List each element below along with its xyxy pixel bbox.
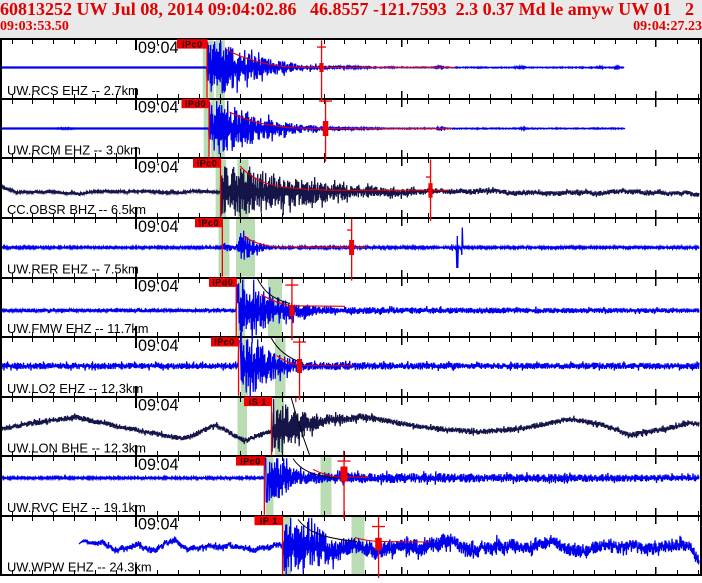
svg-text:UW.LO2 EHZ -- 12.3km: UW.LO2 EHZ -- 12.3km bbox=[7, 381, 143, 396]
svg-text:09:04: 09:04 bbox=[138, 516, 179, 534]
svg-text:09:04: 09:04 bbox=[138, 456, 179, 474]
svg-text:09:04: 09:04 bbox=[138, 337, 179, 355]
svg-text:iPd0: iPd0 bbox=[185, 99, 206, 109]
svg-text:iP 1: iP 1 bbox=[260, 516, 278, 526]
svg-text:iPc0: iPc0 bbox=[214, 337, 235, 347]
svg-text:CC.OBSR BHZ -- 6.5km: CC.OBSR BHZ -- 6.5km bbox=[7, 202, 146, 217]
svg-text:UW.RVC EHZ -- 19.1km: UW.RVC EHZ -- 19.1km bbox=[7, 500, 146, 515]
svg-text:iPc0: iPc0 bbox=[182, 39, 203, 49]
svg-text:09:04: 09:04 bbox=[138, 99, 179, 117]
svg-text:UW.WPW EHZ -- 24.3km: UW.WPW EHZ -- 24.3km bbox=[7, 560, 152, 575]
svg-text:09:04:27.23: 09:04:27.23 bbox=[633, 19, 702, 34]
svg-text:09:04: 09:04 bbox=[138, 277, 179, 295]
svg-text:UW.RCM EHZ -- 3.0km: UW.RCM EHZ -- 3.0km bbox=[7, 143, 141, 158]
svg-text:UW.LON BHE -- 12.3km: UW.LON BHE -- 12.3km bbox=[7, 440, 146, 455]
svg-text:UW.RER EHZ -- 7.5km: UW.RER EHZ -- 7.5km bbox=[7, 262, 139, 277]
svg-text:60813252 UW Jul 08, 2014 09:04: 60813252 UW Jul 08, 2014 09:04:02.86 46.… bbox=[0, 0, 694, 19]
svg-text:iS 1: iS 1 bbox=[249, 397, 267, 407]
svg-text:09:04: 09:04 bbox=[138, 397, 179, 415]
svg-text:UW.FMW EHZ -- 11.7km: UW.FMW EHZ -- 11.7km bbox=[7, 321, 149, 336]
svg-text:09:04: 09:04 bbox=[138, 158, 179, 176]
svg-text:UW.RCS EHZ -- 2.7km: UW.RCS EHZ -- 2.7km bbox=[7, 83, 139, 98]
svg-text:09:03:53.50: 09:03:53.50 bbox=[0, 19, 69, 34]
svg-text:09:04: 09:04 bbox=[138, 39, 179, 57]
svg-text:09:04: 09:04 bbox=[138, 218, 179, 236]
svg-text:iPc0: iPc0 bbox=[240, 456, 261, 466]
svg-text:iPd0: iPd0 bbox=[212, 278, 233, 288]
svg-text:iPc0: iPc0 bbox=[199, 218, 220, 228]
svg-text:iPc0: iPc0 bbox=[197, 159, 218, 169]
